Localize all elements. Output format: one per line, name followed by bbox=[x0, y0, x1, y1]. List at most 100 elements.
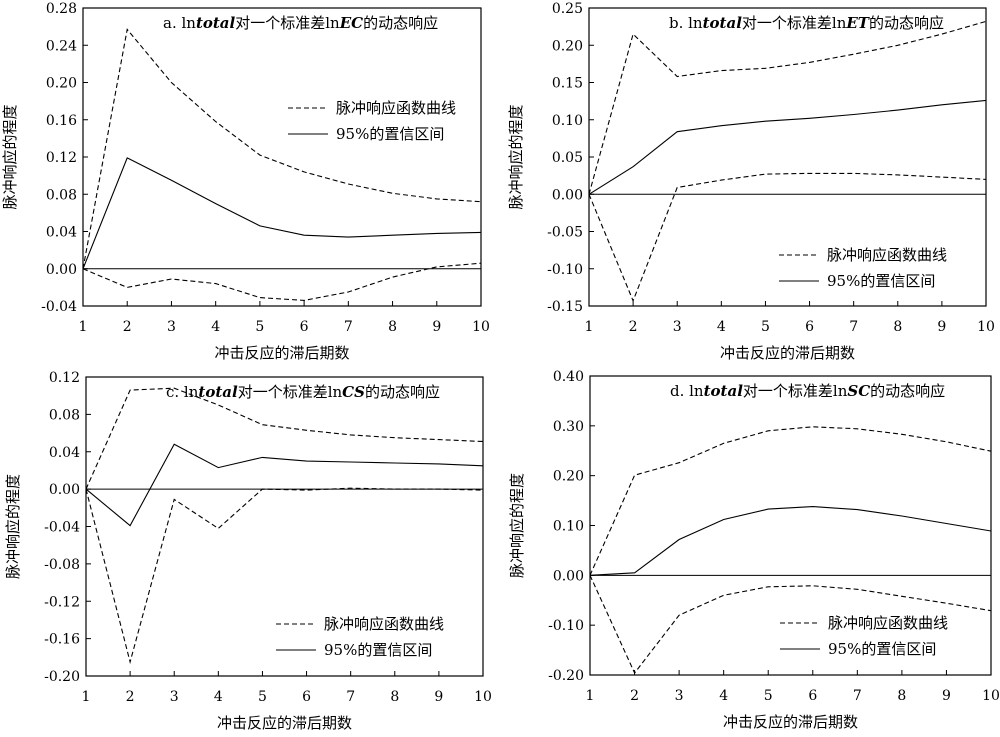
x-tick-label: 7 bbox=[344, 319, 353, 335]
x-axis-label: 冲击反应的滞后期数 bbox=[217, 714, 352, 732]
y-tick-label: 0.40 bbox=[553, 369, 584, 385]
chart-title-part: c. ln bbox=[166, 383, 199, 401]
chart-title-part: 对一个标准差ln bbox=[235, 14, 340, 32]
y-tick-label: 0.30 bbox=[553, 419, 584, 435]
y-axis-label: 脉冲响应的程度 bbox=[1, 104, 19, 209]
y-tick-label: 0.25 bbox=[552, 1, 583, 17]
x-tick-label: 1 bbox=[79, 319, 88, 335]
x-tick-label: 7 bbox=[346, 689, 355, 705]
y-tick-label: -0.16 bbox=[44, 632, 80, 648]
legend-label: 95%的置信区间 bbox=[827, 272, 935, 290]
y-axis-label: 脉冲响应的程度 bbox=[507, 104, 525, 209]
chart-title-part: 对一个标准差ln bbox=[742, 14, 847, 32]
y-tick-label: 0.16 bbox=[46, 113, 77, 129]
y-tick-label: 0.00 bbox=[553, 568, 584, 584]
solid-series-line bbox=[82, 157, 482, 270]
chart-title-part: 的动态响应 bbox=[365, 383, 440, 401]
chart-title-part: b. ln bbox=[669, 14, 703, 32]
x-tick-label: 3 bbox=[167, 319, 176, 335]
x-tick-label: 8 bbox=[897, 688, 906, 704]
solid-series-line bbox=[85, 443, 484, 527]
x-tick-label: 5 bbox=[255, 319, 264, 335]
x-tick-label: 7 bbox=[849, 319, 858, 335]
chart-title: b. lntotal对一个标准差lnET的动态响应 bbox=[669, 14, 944, 32]
chart-title-part: 的动态响应 bbox=[363, 14, 438, 32]
legend-label: 脉冲响应函数曲线 bbox=[827, 246, 947, 264]
y-tick-label: -0.04 bbox=[41, 299, 77, 315]
x-tick-label: 10 bbox=[982, 688, 1000, 704]
chart-title-part: EC bbox=[339, 14, 363, 32]
chart-title-part: CS bbox=[342, 383, 365, 401]
y-tick-label: -0.08 bbox=[44, 557, 80, 573]
y-tick-label: 0.12 bbox=[46, 150, 77, 166]
x-tick-label: 6 bbox=[808, 688, 817, 704]
chart-title-part: total bbox=[198, 383, 238, 401]
solid-series-line bbox=[589, 506, 992, 576]
x-tick-label: 2 bbox=[630, 688, 639, 704]
x-tick-label: 7 bbox=[853, 688, 862, 704]
y-tick-label: -0.15 bbox=[547, 299, 583, 315]
y-tick-label: 0.00 bbox=[46, 262, 77, 278]
x-tick-label: 6 bbox=[300, 319, 309, 335]
y-tick-label: -0.10 bbox=[548, 618, 584, 634]
dashed-series-line bbox=[82, 28, 482, 269]
chart-title-part: total bbox=[703, 14, 743, 32]
legend-label: 脉冲响应函数曲线 bbox=[324, 615, 444, 633]
dashed-series-line bbox=[85, 387, 484, 490]
legend-label: 脉冲响应函数曲线 bbox=[336, 99, 456, 117]
chart-panel-2: -0.15 -0.10 -0.05 0.00 0.05 0.10 0.15 0.20 0.25 1… bbox=[507, 1, 995, 362]
x-tick-label: 5 bbox=[258, 689, 267, 705]
solid-series-line bbox=[588, 99, 987, 195]
dashed-series-line bbox=[589, 426, 992, 576]
y-tick-label: 0.24 bbox=[46, 38, 77, 54]
chart-title-part: d. ln bbox=[670, 382, 704, 400]
y-tick-label: 0.12 bbox=[49, 370, 80, 386]
y-axis-label: 脉冲响应的程度 bbox=[508, 473, 526, 578]
y-tick-label: 0.04 bbox=[49, 445, 80, 461]
x-tick-label: 2 bbox=[629, 319, 638, 335]
legend-label: 95%的置信区间 bbox=[336, 125, 444, 143]
chart-title-part: ET bbox=[845, 14, 870, 32]
x-tick-label: 3 bbox=[170, 689, 179, 705]
x-axis-label: 冲击反应的滞后期数 bbox=[720, 344, 855, 362]
chart-title: d. lntotal对一个标准差lnSC的动态响应 bbox=[670, 382, 945, 400]
chart-title-part: 对一个标准差ln bbox=[743, 382, 848, 400]
x-axis-label: 冲击反应的滞后期数 bbox=[214, 344, 349, 362]
chart-title-part: a. ln bbox=[163, 14, 196, 32]
plot-frame bbox=[82, 7, 482, 307]
x-tick-label: 3 bbox=[673, 319, 682, 335]
chart-title-part: 的动态响应 bbox=[869, 14, 944, 32]
y-tick-label: 0.00 bbox=[552, 187, 583, 203]
y-tick-label: 0.20 bbox=[46, 76, 77, 92]
x-tick-label: 4 bbox=[211, 319, 220, 335]
y-tick-label: 0.28 bbox=[46, 1, 77, 17]
legend-label: 95%的置信区间 bbox=[324, 641, 432, 659]
x-tick-label: 8 bbox=[388, 319, 397, 335]
x-tick-label: 6 bbox=[302, 689, 311, 705]
x-tick-label: 4 bbox=[214, 689, 223, 705]
x-tick-label: 1 bbox=[82, 689, 91, 705]
legend-label: 脉冲响应函数曲线 bbox=[828, 614, 948, 632]
x-tick-label: 6 bbox=[805, 319, 814, 335]
x-tick-label: 5 bbox=[761, 319, 770, 335]
y-tick-label: -0.04 bbox=[44, 520, 80, 536]
x-tick-label: 4 bbox=[717, 319, 726, 335]
y-tick-label: -0.12 bbox=[44, 594, 80, 610]
chart-title-part: SC bbox=[847, 382, 870, 400]
chart-title: a. lntotal对一个标准差lnEC的动态响应 bbox=[163, 14, 438, 32]
y-tick-label: -0.20 bbox=[548, 668, 584, 684]
chart-title-part: total bbox=[704, 382, 744, 400]
y-tick-label: 0.15 bbox=[552, 76, 583, 92]
x-tick-label: 5 bbox=[764, 688, 773, 704]
x-tick-label: 10 bbox=[474, 689, 492, 705]
y-tick-label: -0.10 bbox=[547, 262, 583, 278]
x-axis-label: 冲击反应的滞后期数 bbox=[723, 713, 858, 731]
chart-panel-3: -0.20 -0.16 -0.12 -0.08 -0.04 0.00 0.04 0.08 0.1… bbox=[4, 370, 492, 732]
y-axis-label: 脉冲响应的程度 bbox=[4, 474, 22, 579]
x-tick-label: 9 bbox=[434, 689, 443, 705]
y-tick-label: 0.10 bbox=[553, 519, 584, 535]
y-tick-label: 0.05 bbox=[552, 150, 583, 166]
x-tick-label: 1 bbox=[586, 688, 595, 704]
y-tick-label: 0.20 bbox=[553, 469, 584, 485]
